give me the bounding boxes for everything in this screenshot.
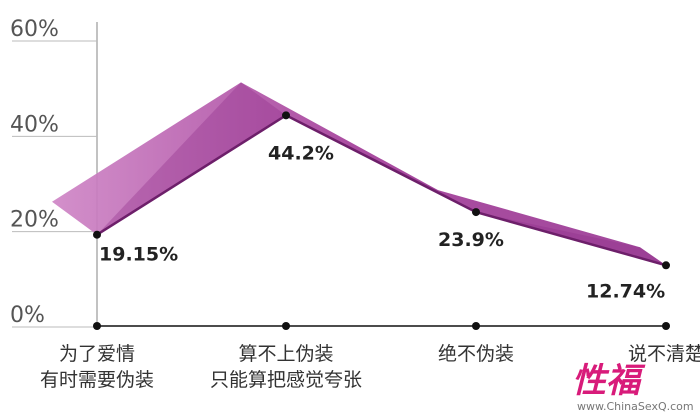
ribbon-series (52, 82, 667, 267)
watermark: 性福 www.ChinaSexQ.com (572, 361, 694, 413)
y-tick-label: 0% (10, 303, 45, 328)
y-tick-label: 20% (10, 208, 59, 233)
ribbon-facet (97, 82, 286, 235)
y-tick-label: 60% (10, 17, 59, 42)
y-tick-label: 40% (10, 112, 59, 137)
series-line (96, 113, 667, 267)
category-label: 说不清楚 (628, 343, 700, 365)
data-label: 19.15% (99, 244, 178, 266)
data-point (282, 111, 290, 120)
data-label: 23.9% (438, 229, 504, 251)
x-axis (93, 322, 670, 330)
watermark-url: www.ChinaSexQ.com (577, 400, 694, 413)
category-label: 算不上伪装只能算把感觉夸张 (210, 343, 362, 391)
watermark-logo: 性福 (572, 361, 646, 401)
category-label: 为了爱情有时需要伪装 (40, 343, 154, 391)
x-tick-dot (662, 322, 670, 330)
x-tick-dot (282, 322, 290, 330)
data-point (472, 208, 480, 217)
x-tick-dot (93, 322, 101, 330)
data-points (93, 111, 670, 270)
x-tick-dot (472, 322, 480, 330)
category-label: 绝不伪装 (438, 343, 514, 365)
category-labels: 为了爱情有时需要伪装 算不上伪装只能算把感觉夸张 绝不伪装 说不清楚 (40, 343, 700, 391)
data-labels: 19.15% 44.2% 23.9% 12.74% (99, 142, 665, 302)
ribbon-band (52, 82, 666, 266)
data-label: 12.74% (586, 280, 665, 302)
data-label: 44.2% (268, 142, 334, 164)
data-point (662, 261, 670, 270)
data-point (93, 230, 101, 239)
y-axis: 0% 20% 40% 60% (10, 17, 98, 328)
